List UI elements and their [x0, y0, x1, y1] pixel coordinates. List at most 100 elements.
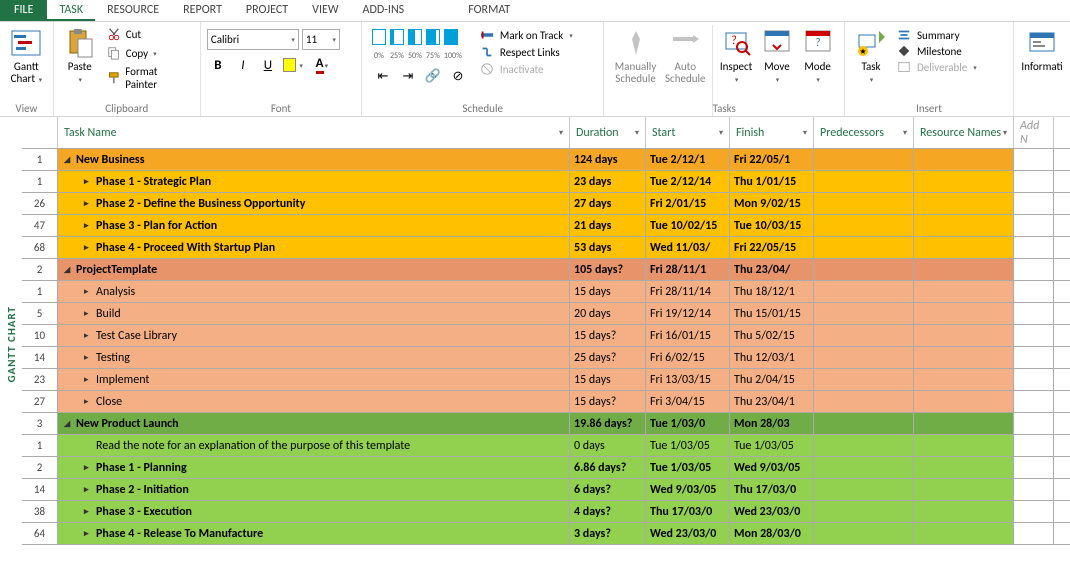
cell-add[interactable]	[1014, 435, 1054, 456]
cell-duration[interactable]: 105 days?	[570, 259, 646, 280]
resource-tab[interactable]: RESOURCE	[95, 0, 171, 21]
row-number[interactable]: 1	[22, 171, 58, 192]
cell-finish[interactable]: Thu 23/04/	[730, 259, 814, 280]
cell-task-name[interactable]: Test Case Library	[58, 325, 570, 346]
cell-duration[interactable]: 4 days?	[570, 501, 646, 522]
paste-button[interactable]: Paste▾	[60, 25, 100, 93]
milestone-button[interactable]: Milestone	[893, 43, 980, 59]
cell-add[interactable]	[1014, 259, 1054, 280]
cell-duration[interactable]: 15 days?	[570, 391, 646, 412]
cell-start[interactable]: Tue 2/12/1	[646, 149, 730, 170]
col-finish[interactable]: Finish▾	[730, 117, 814, 148]
cell-add[interactable]	[1014, 171, 1054, 192]
cell-duration[interactable]: 21 days	[570, 215, 646, 236]
cell-task-name[interactable]: Phase 3 - Execution	[58, 501, 570, 522]
expand-icon[interactable]	[84, 484, 94, 495]
table-row[interactable]: 14Testing25 days?Fri 6/02/15Thu 12/03/1	[22, 347, 1070, 369]
cell-duration[interactable]: 0 days	[570, 435, 646, 456]
bold-button[interactable]: B	[207, 54, 229, 76]
cell-finish[interactable]: Thu 18/12/1	[730, 281, 814, 302]
cell-predecessors[interactable]	[814, 435, 914, 456]
cell-start[interactable]: Wed 23/03/0	[646, 523, 730, 544]
cell-start[interactable]: Fri 16/01/15	[646, 325, 730, 346]
cell-predecessors[interactable]	[814, 413, 914, 434]
cell-resources[interactable]	[914, 149, 1014, 170]
row-number[interactable]: 23	[22, 369, 58, 390]
cell-task-name[interactable]: Read the note for an explanation of the …	[58, 435, 570, 456]
select-all-corner[interactable]	[22, 117, 58, 148]
row-number[interactable]: 64	[22, 523, 58, 544]
cell-add[interactable]	[1014, 237, 1054, 258]
cell-finish[interactable]: Thu 2/04/15	[730, 369, 814, 390]
row-number[interactable]: 1	[22, 281, 58, 302]
cell-duration[interactable]: 20 days	[570, 303, 646, 324]
cell-add[interactable]	[1014, 369, 1054, 390]
row-number[interactable]: 38	[22, 501, 58, 522]
table-row[interactable]: 10Test Case Library15 days?Fri 16/01/15T…	[22, 325, 1070, 347]
addins-tab[interactable]: ADD-INS	[351, 0, 417, 21]
cell-add[interactable]	[1014, 325, 1054, 346]
cell-start[interactable]: Fri 2/01/15	[646, 193, 730, 214]
cell-start[interactable]: Fri 6/02/15	[646, 347, 730, 368]
cell-task-name[interactable]: Implement	[58, 369, 570, 390]
table-row[interactable]: 26Phase 2 - Define the Business Opportun…	[22, 193, 1070, 215]
table-row[interactable]: 64Phase 4 - Release To Manufacture3 days…	[22, 523, 1070, 545]
outdent-button[interactable]: ⇤	[372, 65, 394, 87]
expand-icon[interactable]	[84, 374, 94, 385]
col-task-name[interactable]: Task Name▾	[58, 117, 570, 148]
table-row[interactable]: 1New Business124 daysTue 2/12/1Fri 22/05…	[22, 149, 1070, 171]
cell-resources[interactable]	[914, 347, 1014, 368]
cell-duration[interactable]: 6.86 days?	[570, 457, 646, 478]
cell-predecessors[interactable]	[814, 237, 914, 258]
format-painter-button[interactable]: Format Painter	[102, 63, 194, 93]
cell-task-name[interactable]: Analysis	[58, 281, 570, 302]
cell-resources[interactable]	[914, 457, 1014, 478]
cell-add[interactable]	[1014, 215, 1054, 236]
cell-duration[interactable]: 25 days?	[570, 347, 646, 368]
table-row[interactable]: 1Analysis15 daysFri 28/11/14Thu 18/12/1	[22, 281, 1070, 303]
cell-add[interactable]	[1014, 193, 1054, 214]
table-row[interactable]: 23Implement15 daysFri 13/03/15Thu 2/04/1…	[22, 369, 1070, 391]
cell-task-name[interactable]: New Business	[58, 149, 570, 170]
cell-finish[interactable]: Mon 9/02/15	[730, 193, 814, 214]
cell-task-name[interactable]: Phase 2 - Define the Business Opportunit…	[58, 193, 570, 214]
cell-predecessors[interactable]	[814, 171, 914, 192]
table-row[interactable]: 5Build20 daysFri 19/12/14Thu 15/01/15	[22, 303, 1070, 325]
cell-add[interactable]	[1014, 501, 1054, 522]
col-duration[interactable]: Duration▾	[570, 117, 646, 148]
copy-button[interactable]: Copy ▾	[102, 44, 194, 62]
expand-icon[interactable]	[84, 242, 94, 253]
cell-task-name[interactable]: Phase 1 - Planning	[58, 457, 570, 478]
cell-start[interactable]: Tue 2/12/14	[646, 171, 730, 192]
cell-predecessors[interactable]	[814, 457, 914, 478]
cell-task-name[interactable]: Testing	[58, 347, 570, 368]
cell-task-name[interactable]: Phase 2 - Initiation	[58, 479, 570, 500]
cell-resources[interactable]	[914, 303, 1014, 324]
cell-add[interactable]	[1014, 149, 1054, 170]
cell-predecessors[interactable]	[814, 215, 914, 236]
cell-finish[interactable]: Wed 23/03/0	[730, 501, 814, 522]
cell-duration[interactable]: 23 days	[570, 171, 646, 192]
row-number[interactable]: 14	[22, 479, 58, 500]
cell-predecessors[interactable]	[814, 281, 914, 302]
cell-resources[interactable]	[914, 391, 1014, 412]
row-number[interactable]: 68	[22, 237, 58, 258]
expand-icon[interactable]	[84, 220, 94, 231]
view-tab[interactable]: VIEW	[300, 0, 350, 21]
mark-on-track-button[interactable]: Mark on Track ▾	[476, 27, 598, 43]
expand-icon[interactable]	[84, 396, 94, 407]
expand-icon[interactable]	[84, 462, 94, 473]
task-tab[interactable]: TASK	[47, 0, 95, 21]
table-row[interactable]: 47Phase 3 - Plan for Action21 daysTue 10…	[22, 215, 1070, 237]
expand-icon[interactable]	[84, 176, 94, 187]
cell-finish[interactable]: Tue 1/03/05	[730, 435, 814, 456]
expand-icon[interactable]	[64, 154, 74, 165]
cell-predecessors[interactable]	[814, 347, 914, 368]
cell-resources[interactable]	[914, 325, 1014, 346]
cell-finish[interactable]: Tue 10/03/15	[730, 215, 814, 236]
cell-task-name[interactable]: Phase 1 - Strategic Plan	[58, 171, 570, 192]
cell-resources[interactable]	[914, 237, 1014, 258]
deliverable-button[interactable]: Deliverable ▾	[893, 59, 980, 75]
cell-start[interactable]: Fri 28/11/1	[646, 259, 730, 280]
cut-button[interactable]: Cut	[102, 25, 194, 43]
